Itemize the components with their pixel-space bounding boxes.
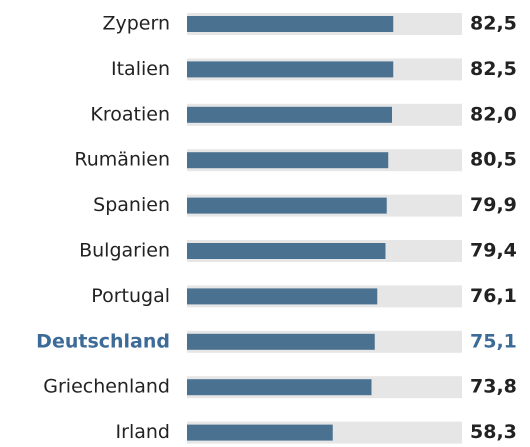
bar xyxy=(187,61,394,78)
bar xyxy=(187,333,375,350)
category-label: Zypern xyxy=(102,13,170,35)
category-label: Irland xyxy=(116,421,170,443)
bar xyxy=(187,424,333,441)
category-label: Bulgarien xyxy=(79,240,170,262)
category-label: Deutschland xyxy=(36,330,170,352)
value-label: 82,5 xyxy=(470,13,517,35)
category-label: Spanien xyxy=(93,194,170,216)
bar xyxy=(187,106,392,123)
value-label: 58,3 xyxy=(470,421,517,443)
value-label: 80,5 xyxy=(470,149,517,171)
bar xyxy=(187,152,389,169)
bar xyxy=(187,197,387,214)
value-label: 76,1 xyxy=(470,285,517,307)
value-label: 73,8 xyxy=(470,376,517,398)
value-label: 79,9 xyxy=(470,194,517,216)
bar xyxy=(187,243,386,259)
category-label: Kroatien xyxy=(90,103,170,125)
bar xyxy=(187,379,372,396)
bar xyxy=(187,288,378,305)
category-label: Portugal xyxy=(91,285,170,307)
value-label: 82,0 xyxy=(470,103,517,125)
value-label: 75,1 xyxy=(470,330,517,352)
value-label: 79,4 xyxy=(470,240,517,262)
category-label: Griechenland xyxy=(43,376,170,398)
category-label: Rumänien xyxy=(74,149,170,171)
bar xyxy=(187,16,394,32)
value-label: 82,5 xyxy=(470,58,517,80)
category-label: Italien xyxy=(111,58,170,80)
